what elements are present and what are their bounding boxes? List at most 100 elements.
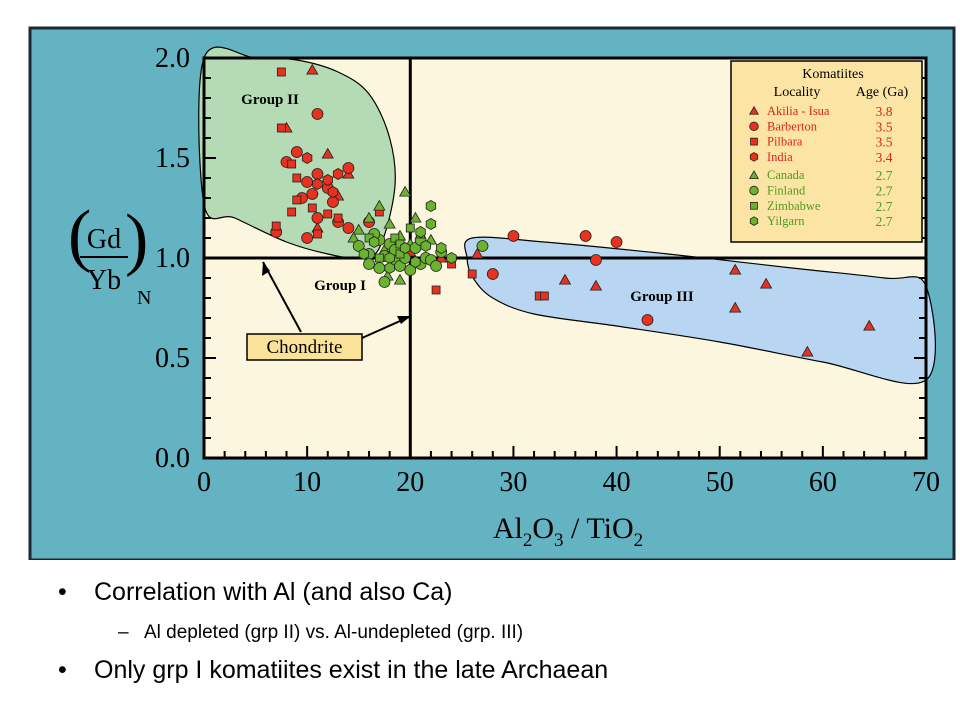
point-yilgarn <box>446 252 457 264</box>
point-canada <box>373 199 386 211</box>
point-india <box>332 168 344 180</box>
legend-marker-canada <box>749 170 759 179</box>
point-pilbara <box>292 195 302 205</box>
legend-age: 3.5 <box>876 119 893 134</box>
chondrite-label-box <box>246 333 363 361</box>
point-finland <box>476 240 489 252</box>
y-label-numerator: Gd <box>87 224 121 255</box>
legend-entries: Akilia - Isua 3.8 Barberton 3.5 Pilbara 3.5 In… <box>749 104 893 229</box>
point-barberton <box>311 168 324 180</box>
point-zimbabwe <box>374 253 384 263</box>
point-pilbara <box>287 207 297 217</box>
x-tick-label: 50 <box>706 467 734 498</box>
point-pilbara <box>292 173 302 183</box>
y-axis-label: ( Gd Yb ) N <box>68 197 151 309</box>
point-barberton <box>507 230 520 242</box>
point-barberton <box>301 176 314 188</box>
sub-bullet-text: Al depleted (grp II) vs. Al-undepleted (… <box>144 622 524 643</box>
x-tick-label: 20 <box>396 467 424 498</box>
point-finland <box>430 260 442 272</box>
point-yilgarn <box>425 200 437 212</box>
legend-label: Yilgarn <box>767 214 805 228</box>
legend-label: Zimbabwe <box>767 199 821 213</box>
point-canada <box>347 231 360 243</box>
legend-title: Komatiites <box>802 67 863 82</box>
legend-label: Finland <box>767 184 806 198</box>
point-pilbara <box>313 229 322 239</box>
x-axis-label: Al2O3 / TiO2 <box>493 512 643 551</box>
legend-age: 2.7 <box>876 214 893 229</box>
point-canada <box>398 185 412 197</box>
y-label-open-paren: ( <box>68 197 91 274</box>
legend-age: 2.7 <box>876 184 893 199</box>
point-canada <box>352 223 365 235</box>
legend-label: Canada <box>767 168 805 182</box>
point-pilbara <box>467 269 477 279</box>
point-akilia-isua <box>863 319 876 331</box>
point-yilgarn <box>425 218 437 230</box>
point-akilia-isua <box>589 279 603 291</box>
point-barberton <box>311 108 324 120</box>
point-akilia-isua <box>306 63 319 75</box>
legend-marker-india <box>749 152 759 162</box>
point-yilgarn <box>420 240 431 252</box>
point-pilbara <box>276 123 286 133</box>
point-india <box>312 178 323 190</box>
point-pilbara <box>276 67 286 77</box>
y-tick-label: 1.0 <box>155 243 190 274</box>
point-barberton <box>579 230 592 242</box>
point-finland <box>363 258 375 270</box>
group-i-label: Group I <box>314 278 366 294</box>
chondrite-arrowhead-2 <box>397 316 411 324</box>
point-barberton <box>486 268 499 280</box>
point-akilia-isua <box>801 345 814 357</box>
point-canada <box>383 217 396 229</box>
point-akilia-isua <box>321 147 334 159</box>
y-tick-label: 2.0 <box>155 43 190 74</box>
y-tick-label: 0.0 <box>155 443 190 474</box>
legend-marker-barberton <box>749 121 759 132</box>
legend-label: India <box>767 150 793 164</box>
point-yilgarn <box>384 262 395 274</box>
legend-label: Barberton <box>767 119 818 133</box>
x-tick-label: 0 <box>197 467 211 498</box>
x-tick-label: 60 <box>809 467 837 498</box>
x-axis-title: Al2O3 / TiO2 <box>493 512 643 551</box>
point-india <box>322 174 333 186</box>
y-label-subscript: N <box>137 287 151 309</box>
point-yilgarn <box>436 242 447 254</box>
bullet-glyph: • <box>58 656 67 684</box>
x-tick-label: 70 <box>912 467 940 498</box>
legend-age: 2.7 <box>876 168 893 183</box>
legend-marker-yilgarn <box>749 216 759 226</box>
legend-marker-zimbabwe <box>750 201 758 210</box>
field-group-iii <box>464 236 936 385</box>
point-akilia-isua <box>558 273 572 285</box>
legend-label: Akilia - Isua <box>767 104 830 118</box>
point-barberton <box>610 236 623 248</box>
bullet-item-1: • Correlation with Al (and also Ca) <box>58 578 453 607</box>
point-pilbara <box>431 285 441 295</box>
point-barberton <box>301 232 314 244</box>
legend-age: 3.8 <box>876 104 893 119</box>
point-akilia-isua <box>471 247 484 259</box>
point-india <box>301 152 313 164</box>
point-barberton <box>342 222 355 234</box>
point-yilgarn <box>384 252 395 264</box>
point-canada <box>393 273 407 285</box>
point-yilgarn <box>399 242 411 254</box>
point-canada <box>362 211 376 223</box>
legend-age: 3.4 <box>876 150 893 165</box>
point-zimbabwe <box>405 223 415 233</box>
dash-glyph: – <box>118 622 129 643</box>
group-iii-label: Group III <box>630 289 694 305</box>
point-barberton <box>590 254 602 266</box>
point-yilgarn <box>410 256 421 268</box>
point-canada <box>409 211 422 223</box>
x-tick-label: 10 <box>293 467 321 498</box>
legend-header-age: Age (Ga) <box>856 85 909 100</box>
legend-marker-finland <box>749 185 759 196</box>
point-finland <box>373 262 386 274</box>
point-barberton <box>290 146 303 158</box>
y-tick-label: 1.5 <box>155 143 190 174</box>
